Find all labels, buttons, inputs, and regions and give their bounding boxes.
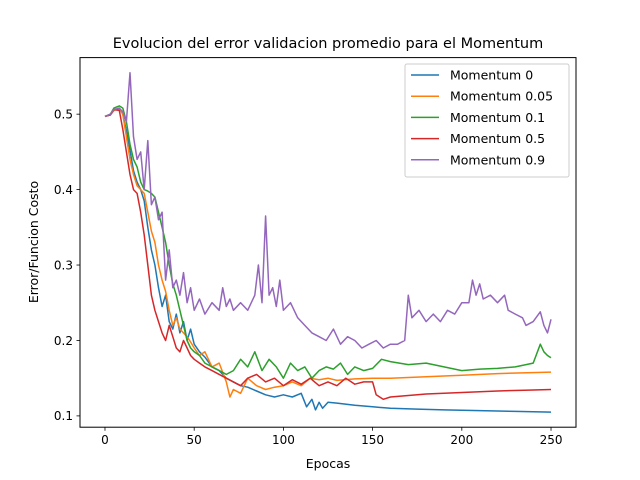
y-axis-label: Error/Funcion Costo: [26, 181, 41, 303]
x-tick-label: 0: [101, 433, 109, 447]
x-tick-label: 50: [187, 433, 202, 447]
x-tick-label: 100: [272, 433, 295, 447]
legend-label-1: Momentum 0.05: [450, 89, 553, 104]
legend-label-2: Momentum 0.1: [450, 110, 545, 125]
legend-label-0: Momentum 0: [450, 68, 533, 83]
y-tick-label: 0.1: [54, 409, 73, 423]
x-tick-label: 200: [450, 433, 473, 447]
chart-title: Evolucion del error validacion promedio …: [113, 36, 543, 52]
legend-label-4: Momentum 0.9: [450, 152, 545, 167]
legend-label-3: Momentum 0.5: [450, 131, 545, 146]
series-line-2: [104, 105, 552, 379]
legend: Momentum 0 Momentum 0.05 Momentum 0.1 Momen…: [404, 63, 570, 178]
x-tick-label: 250: [540, 433, 563, 447]
y-axis: 0.1 0.2 0.3 0.4 0.5: [54, 107, 80, 423]
y-tick-label: 0.5: [54, 107, 73, 121]
y-tick-label: 0.4: [54, 183, 73, 197]
series-line-3: [104, 108, 552, 401]
x-tick-label: 150: [361, 433, 384, 447]
plot-area: [104, 71, 552, 413]
series-line-4: [104, 71, 552, 349]
y-tick-label: 0.3: [54, 258, 73, 272]
plot-frame: [79, 57, 577, 428]
y-tick-label: 0.2: [54, 334, 73, 348]
x-axis: 0 50 100 150 200 250: [101, 427, 562, 447]
x-axis-label: Epocas: [306, 456, 351, 471]
legend-box: [404, 63, 570, 178]
